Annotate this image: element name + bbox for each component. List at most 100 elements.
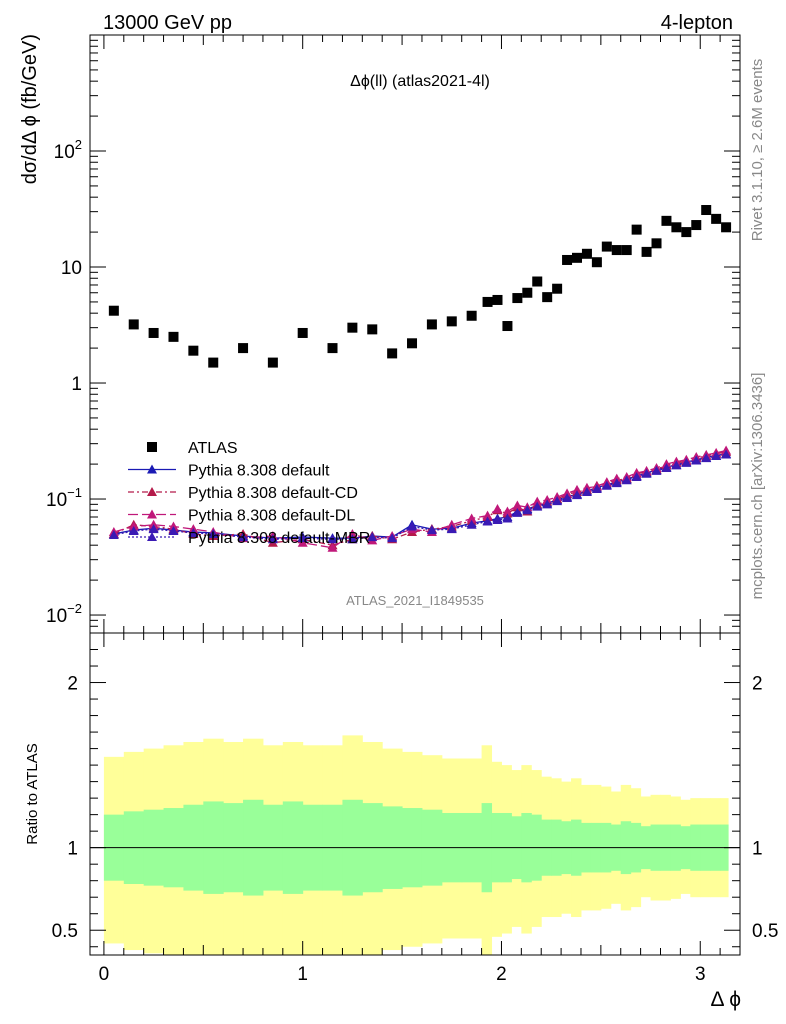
data-point-square [208, 357, 219, 368]
legend-marker-triangle [147, 532, 157, 541]
data-point-triangle [267, 534, 278, 544]
data-point-triangle [711, 450, 722, 460]
data-point-triangle [502, 506, 513, 516]
data-point-square [347, 322, 358, 333]
data-point-square [446, 316, 457, 327]
data-point-square [502, 321, 513, 332]
data-point-square [297, 327, 308, 338]
y-tick-label: 10 [61, 258, 82, 279]
data-point-triangle [466, 513, 477, 523]
data-point-triangle [426, 525, 437, 535]
data-point-triangle [297, 537, 308, 547]
data-point-triangle [671, 460, 682, 470]
legend-label: ATLAS [188, 440, 238, 457]
x-axis-label: Δ ϕ [711, 988, 741, 1011]
data-point-square [681, 227, 692, 238]
data-point-triangle [621, 475, 632, 485]
rivet-label: Rivet 3.1.10, ≥ 2.6M events [749, 59, 766, 242]
main-plot-panel: 10−2 10−1 1 10 102 Δϕ(ll) (atlas2021-4l) ATL… [19, 34, 741, 634]
data-point-triangle [108, 529, 119, 539]
data-point-square [581, 248, 592, 259]
data-point-square [426, 319, 437, 330]
legend: ATLAS Pythia 8.308 default Pythia 8.308 de… [128, 440, 370, 547]
data-point-triangle [128, 526, 139, 536]
data-point-square [387, 348, 398, 359]
data-point-triangle [466, 519, 477, 529]
y-tick-label: 10−1 [46, 485, 82, 511]
ratio-y-axis-label: Ratio to ATLAS [24, 743, 41, 844]
data-point-square [651, 238, 662, 249]
x-tick-label: 3 [695, 964, 706, 985]
data-point-triangle [522, 505, 533, 515]
legend-marker-square [147, 442, 157, 452]
legend-marker-triangle [147, 509, 157, 519]
data-point-triangle [601, 480, 612, 490]
data-point-triangle [492, 514, 503, 524]
data-point-triangle [168, 526, 179, 536]
process-label: 4-lepton [661, 12, 733, 34]
data-point-triangle [327, 542, 338, 552]
data-point-triangle [347, 534, 358, 544]
data-point-square [591, 257, 602, 268]
data-point-square [267, 357, 278, 368]
y-tick-label: 10−2 [46, 601, 82, 627]
data-point-square [128, 319, 139, 330]
data-point-triangle [148, 524, 159, 534]
data-point-square [601, 241, 612, 252]
data-point-triangle [407, 521, 418, 531]
data-point-triangle [721, 449, 732, 459]
data-point-square [327, 343, 338, 354]
data-point-triangle [188, 527, 199, 537]
energy-label: 13000 GeV pp [103, 12, 232, 34]
data-point-square [482, 296, 493, 307]
data-point-triangle [367, 532, 378, 542]
x-tick-label: 2 [496, 964, 507, 985]
legend-label: Pythia 8.308 default-MBR [188, 530, 370, 547]
data-point-square [407, 338, 418, 349]
ratio-plot-panel: 0.5 0.5 1 1 2 2 0 1 2 3 Ratio to ATLAS [24, 632, 778, 985]
data-point-square [611, 245, 622, 256]
data-point-triangle [297, 533, 308, 543]
data-point-triangle [631, 471, 642, 481]
ratio-y-tick-label-left: 0.5 [52, 921, 78, 942]
data-point-square [188, 345, 199, 356]
data-point-triangle [482, 516, 493, 526]
data-point-square [661, 215, 672, 226]
data-point-triangle [532, 496, 543, 506]
ratio-y-tick-label-right: 0.5 [752, 921, 778, 942]
data-point-triangle [661, 463, 672, 473]
data-point-triangle [512, 507, 523, 517]
data-point-square [512, 293, 523, 304]
data-point-square [552, 283, 563, 294]
data-point-square [671, 222, 682, 233]
data-point-triangle [512, 500, 523, 510]
data-point-square [572, 252, 583, 263]
data-point-square [492, 294, 503, 305]
data-point-square [168, 331, 179, 342]
data-point-square [711, 213, 722, 224]
mcplots-label: mcplots.cern.ch [arXiv:1306.3436] [749, 373, 766, 600]
data-point-square [532, 276, 543, 287]
data-point-square [466, 310, 477, 321]
data-point-triangle [446, 524, 457, 534]
data-point-triangle [492, 504, 503, 514]
data-point-triangle [611, 478, 622, 488]
data-point-triangle [581, 486, 592, 496]
data-point-square [542, 292, 553, 303]
data-point-triangle [641, 468, 652, 478]
data-point-square [701, 205, 712, 216]
data-point-square [641, 246, 652, 257]
x-tick-label: 1 [297, 964, 308, 985]
data-point-triangle [701, 453, 712, 463]
ratio-y-tick-label-right: 2 [752, 674, 763, 695]
legend-label: Pythia 8.308 default-DL [188, 508, 355, 525]
data-point-triangle [347, 528, 358, 538]
data-point-square [562, 254, 573, 265]
data-point-square [522, 287, 533, 298]
data-point-triangle [691, 455, 702, 465]
data-point-triangle [482, 510, 493, 520]
y-axis-label: dσ/dΔ ϕ (fb/GeV) [19, 34, 41, 184]
data-point-square [238, 343, 249, 354]
data-point-triangle [572, 484, 583, 494]
legend-marker-triangle [147, 464, 157, 474]
